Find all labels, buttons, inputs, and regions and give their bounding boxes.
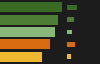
Bar: [0, 52, 42, 62]
Bar: [0, 39, 50, 49]
Bar: [67, 5, 77, 10]
Bar: [67, 17, 74, 22]
Bar: [0, 15, 58, 25]
Bar: [0, 2, 62, 12]
Bar: [0, 27, 55, 37]
Bar: [67, 30, 72, 34]
Bar: [67, 54, 71, 59]
Bar: [67, 42, 75, 47]
